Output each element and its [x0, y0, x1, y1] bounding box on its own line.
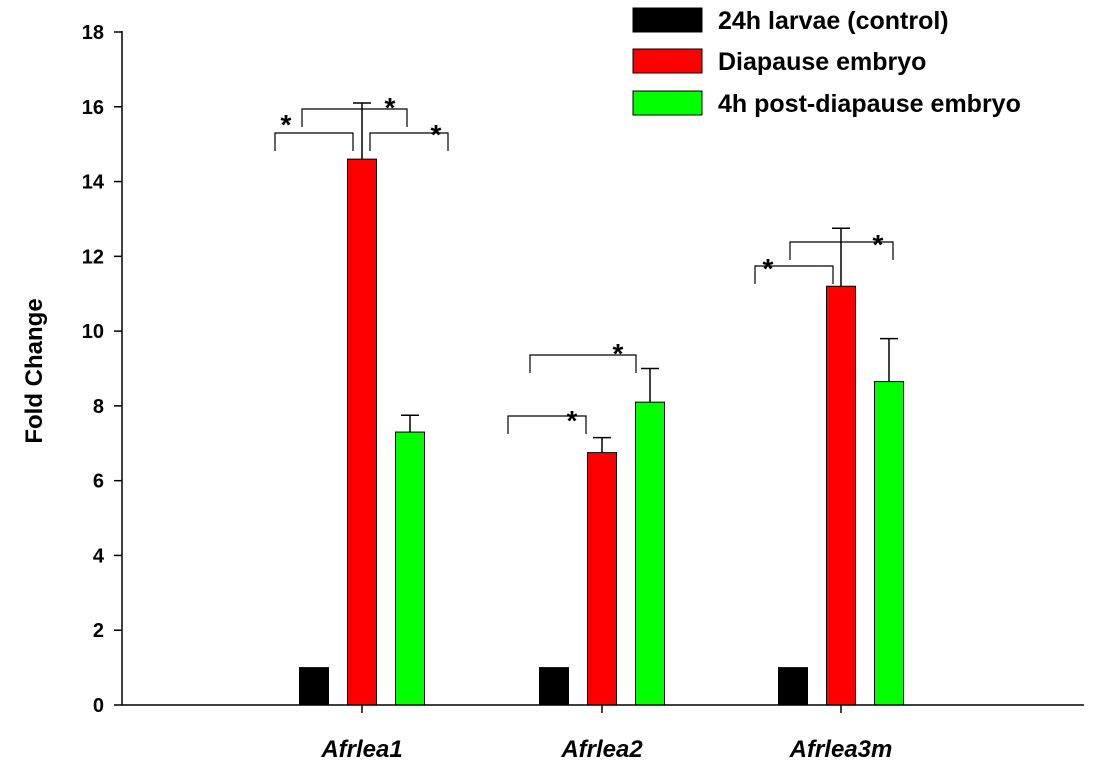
significance-bracket: *: [789, 229, 894, 260]
legend-item: 24h larvae (control): [632, 7, 949, 35]
y-tick-label: 18: [82, 22, 104, 44]
bar: [826, 285, 856, 706]
y-tick-label: 8: [93, 396, 104, 418]
bar: [778, 667, 808, 706]
bar: [539, 667, 569, 706]
y-tick-label: 4: [93, 545, 105, 567]
significance-bracket: *: [301, 92, 408, 127]
significance-bracket: *: [507, 405, 587, 436]
bracket-line: [369, 132, 449, 151]
significance-star: *: [613, 338, 624, 369]
bar: [299, 667, 329, 706]
plot-area: * * * * * * *: [274, 92, 904, 706]
y-tick-label: 14: [82, 172, 105, 194]
legend-label: Diapause embryo: [718, 48, 926, 76]
significance-star: *: [873, 229, 884, 260]
significance-star: *: [763, 253, 774, 284]
y-axis-title: Fold Change: [21, 298, 48, 443]
bracket-line: [754, 265, 834, 284]
x-tick-label: Afrlea1: [320, 736, 402, 763]
bar: [395, 431, 425, 706]
significance-bracket: *: [274, 109, 354, 151]
legend: 24h larvae (control) Diapause embryo 4h po…: [632, 7, 1021, 118]
legend-label: 24h larvae (control): [718, 7, 949, 35]
bracket-line: [301, 108, 408, 127]
bar: [347, 158, 377, 706]
legend-item: 4h post-diapause embryo: [632, 90, 1021, 118]
y-tick-label: 2: [93, 620, 104, 642]
bracket-line: [274, 132, 354, 151]
significance-star: *: [431, 119, 442, 150]
significance-bracket: *: [369, 119, 449, 151]
bar: [587, 452, 617, 706]
legend-swatch: [632, 48, 703, 74]
significance-star: *: [281, 109, 292, 140]
significance-star: *: [385, 92, 396, 123]
y-tick-label: 10: [82, 321, 104, 343]
y-tick-label: 12: [82, 246, 104, 268]
significance-bracket: *: [529, 338, 637, 373]
significance-bracket: *: [754, 253, 834, 284]
bracket-line: [789, 241, 894, 260]
bracket-line: [529, 354, 637, 373]
y-tick-label: 16: [82, 97, 104, 119]
y-tick-label: 0: [93, 695, 104, 717]
x-tick-label: Afrlea3m: [789, 736, 893, 763]
bracket-line: [507, 415, 587, 434]
legend-item: Diapause embryo: [632, 48, 926, 76]
legend-swatch: [632, 90, 703, 116]
legend-swatch: [632, 7, 703, 33]
x-tick-label: Afrlea2: [560, 736, 643, 763]
significance-star: *: [567, 405, 578, 436]
legend-label: 4h post-diapause embryo: [718, 90, 1021, 118]
bar: [635, 401, 665, 706]
y-tick-label: 6: [93, 471, 104, 493]
bar: [874, 381, 904, 706]
axes: 0 2 4 6 8 10 12 14 16 18 Afrlea1 Afrlea2 Afrlea3m: [82, 22, 1084, 763]
